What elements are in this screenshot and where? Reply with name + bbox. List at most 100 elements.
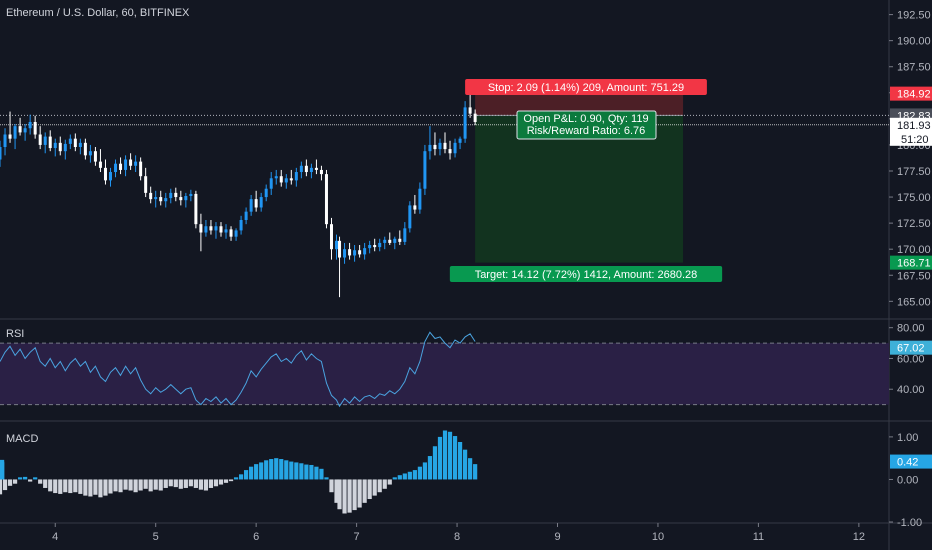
macd-bar — [238, 474, 244, 480]
macd-bar — [163, 479, 168, 488]
target-label-box — [449, 266, 723, 282]
candle-body — [299, 165, 303, 173]
macd-bar — [362, 479, 367, 503]
macd-bar — [352, 479, 357, 511]
target-label: Target: 14.12 (7.72%) 1412, Amount: 2680… — [449, 266, 723, 282]
macd-bar — [12, 479, 18, 484]
macd-bar — [357, 479, 362, 508]
macd-bar — [412, 470, 417, 480]
candle-body — [249, 199, 253, 212]
macd-bar — [289, 461, 294, 480]
candle — [368, 240, 372, 254]
macd-bar — [274, 458, 279, 480]
candle — [139, 157, 143, 181]
candle-body — [129, 159, 133, 166]
candle-body — [473, 113, 477, 122]
candle — [103, 159, 107, 185]
candle-body — [338, 240, 342, 258]
candle-body — [363, 248, 367, 255]
macd-bar — [158, 479, 163, 491]
candle — [174, 187, 178, 202]
macd-bar — [198, 479, 204, 490]
candle — [28, 114, 32, 135]
candle — [338, 236, 342, 298]
candle — [124, 155, 128, 177]
price-tick-label: 170.00 — [897, 244, 931, 256]
rsi-tick-label: 80.00 — [897, 323, 925, 335]
macd-value-tag-box — [890, 454, 932, 469]
time-tick-label: 9 — [554, 531, 560, 543]
macd-bar — [28, 479, 33, 482]
macd-bar — [138, 479, 143, 491]
candle — [304, 159, 308, 177]
candle-body — [304, 165, 308, 173]
candle — [93, 147, 97, 166]
macd-bar — [457, 442, 463, 480]
target-label-text: Target: 14.12 (7.72%) 1412, Amount: 2680… — [475, 269, 698, 281]
price-tick-label: 175.00 — [897, 192, 931, 204]
target-zone — [475, 115, 684, 263]
candle — [48, 130, 52, 152]
candle-body — [3, 134, 7, 148]
candle — [433, 132, 437, 156]
candle — [0, 140, 2, 167]
candle — [393, 236, 397, 250]
candle-body — [23, 128, 27, 133]
candle — [53, 138, 57, 157]
macd-bar — [304, 464, 309, 480]
candle-body — [418, 188, 422, 210]
candle-body — [154, 197, 158, 200]
candle-body — [388, 239, 392, 243]
stop-price-tag-text: 184.92 — [897, 89, 931, 101]
candle-body — [324, 174, 328, 225]
candle-body — [114, 163, 118, 173]
candle — [373, 238, 377, 252]
target-price-tag-box — [890, 255, 932, 270]
candle-body — [438, 142, 442, 150]
candle — [453, 138, 457, 158]
candle — [98, 149, 102, 173]
price-tick-label: 187.50 — [897, 62, 931, 74]
macd-bar — [58, 479, 63, 494]
macd-bar — [118, 479, 123, 493]
candle-body — [329, 224, 333, 250]
macd-bar — [342, 479, 347, 514]
candle — [38, 126, 42, 150]
last-price-box — [890, 117, 932, 146]
candle — [58, 136, 62, 156]
pnl-text: Open P&L: 0.90, Qty: 119 — [523, 113, 648, 125]
macd-bar — [269, 459, 274, 480]
candle — [18, 117, 22, 136]
candle-body — [353, 250, 357, 256]
candle — [164, 192, 168, 208]
macd-bar — [402, 473, 407, 480]
macd-bar — [218, 479, 224, 485]
macd-bar — [244, 470, 249, 480]
candle — [108, 167, 112, 187]
rsi-tick-label: 40.00 — [897, 384, 925, 396]
macd-bar — [397, 475, 402, 480]
macd-bar — [319, 468, 324, 480]
macd-value-tag: 0.42 — [890, 454, 932, 469]
macd-bar — [193, 479, 198, 488]
candle-body — [398, 238, 402, 242]
time-tick-label: 4 — [52, 531, 58, 543]
candle — [319, 165, 323, 181]
candle-body — [393, 238, 397, 243]
candle — [388, 232, 392, 246]
macd-bar — [73, 479, 78, 493]
candle-body — [159, 197, 163, 202]
macd-bar — [123, 479, 128, 490]
candle-body — [174, 192, 178, 198]
stop-price-tag-box — [890, 86, 932, 101]
candle-body — [83, 142, 87, 156]
candle — [309, 163, 313, 179]
countdown-text: 51:20 — [901, 134, 929, 146]
candle — [244, 207, 248, 225]
macd-bar — [208, 479, 214, 488]
macd-bar — [78, 479, 83, 494]
macd-bar — [103, 479, 108, 496]
macd-bar — [68, 479, 73, 494]
